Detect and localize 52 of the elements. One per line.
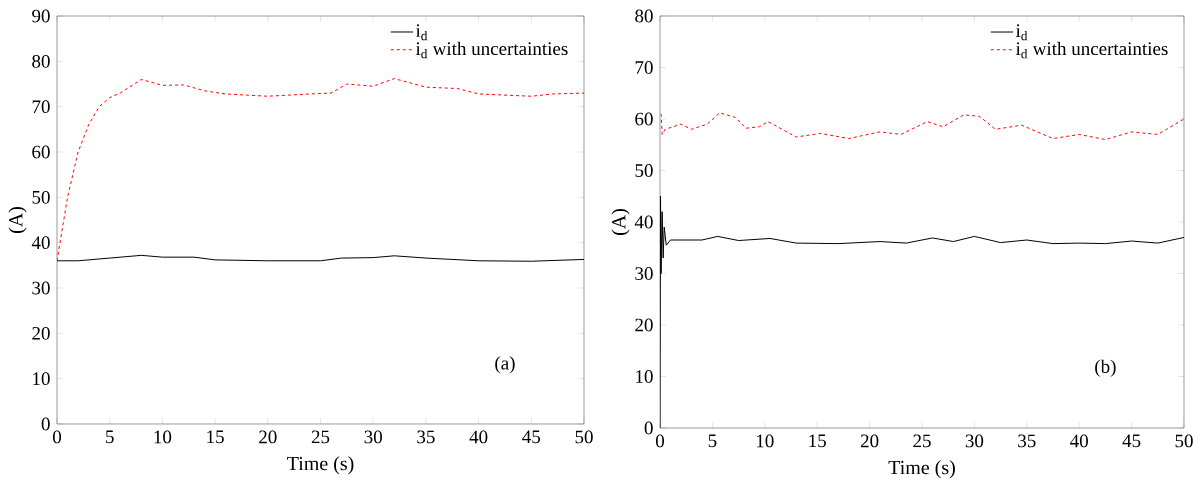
y-tick-label: 20 <box>635 318 653 332</box>
y-tick-label: 60 <box>32 145 50 159</box>
y-tick-label: 30 <box>32 281 50 295</box>
x-tick-label: 5 <box>708 434 717 448</box>
x-axis-title: Time (s) <box>888 460 955 479</box>
y-tick-label: 50 <box>635 164 653 177</box>
x-tick-label: 35 <box>417 430 435 444</box>
x-tick-label: 30 <box>965 434 984 448</box>
y-tick-label: 90 <box>32 9 50 23</box>
y-tick-label: 80 <box>635 9 653 23</box>
y-tick-label: 70 <box>32 100 50 114</box>
annotation: (a) <box>495 356 515 374</box>
legend-label: i$_{d}$ <box>1015 24 1028 41</box>
line-series <box>660 112 1184 141</box>
x-tick-label: 10 <box>756 434 774 448</box>
x-tick-label: 5 <box>106 430 114 444</box>
x-tick-label: 45 <box>522 430 541 444</box>
legend-label: i$_{d}$ with uncertainties <box>1015 41 1168 59</box>
y-tick-label: 80 <box>32 54 50 68</box>
x-tick-label: 15 <box>207 430 224 444</box>
annotation: (b) <box>1095 359 1116 377</box>
x-tick-label: 20 <box>860 434 879 448</box>
y-tick-label: 50 <box>32 190 50 204</box>
y-tick-label: 60 <box>635 112 653 126</box>
y-tick-label: 0 <box>41 417 50 431</box>
y-axis-title: (A) <box>611 208 630 235</box>
x-tick-label: 40 <box>469 430 488 444</box>
y-tick-label: 10 <box>636 370 653 383</box>
y-tick-label: 70 <box>635 61 653 74</box>
x-tick-label: 20 <box>259 430 277 444</box>
x-tick-label: 25 <box>913 434 931 448</box>
x-tick-label: 10 <box>154 430 172 444</box>
y-tick-label: 40 <box>634 215 653 229</box>
x-tick-label: 25 <box>311 430 330 444</box>
x-tick-label: 15 <box>809 434 826 448</box>
y-tick-label: 30 <box>635 267 653 280</box>
y-tick-label: 40 <box>31 236 50 250</box>
x-tick-label: 50 <box>1175 434 1193 448</box>
x-tick-label: 0 <box>655 434 665 448</box>
x-tick-label: 50 <box>575 430 593 444</box>
legend-label: i$_{d}$ <box>415 24 428 41</box>
y-tick-label: 10 <box>33 372 50 386</box>
y-tick-label: 20 <box>32 326 50 340</box>
x-tick-label: 45 <box>1122 434 1141 448</box>
x-axis-title: Time (s) <box>287 456 354 475</box>
legend-label: i$_{d}$ with uncertainties <box>415 41 568 59</box>
y-tick-label: 0 <box>644 421 653 435</box>
y-axis-title: (A) <box>8 206 27 233</box>
x-tick-label: 30 <box>364 430 382 444</box>
x-tick-label: 35 <box>1018 434 1036 448</box>
x-tick-label: 40 <box>1070 434 1088 448</box>
x-tick-label: 0 <box>52 430 62 444</box>
